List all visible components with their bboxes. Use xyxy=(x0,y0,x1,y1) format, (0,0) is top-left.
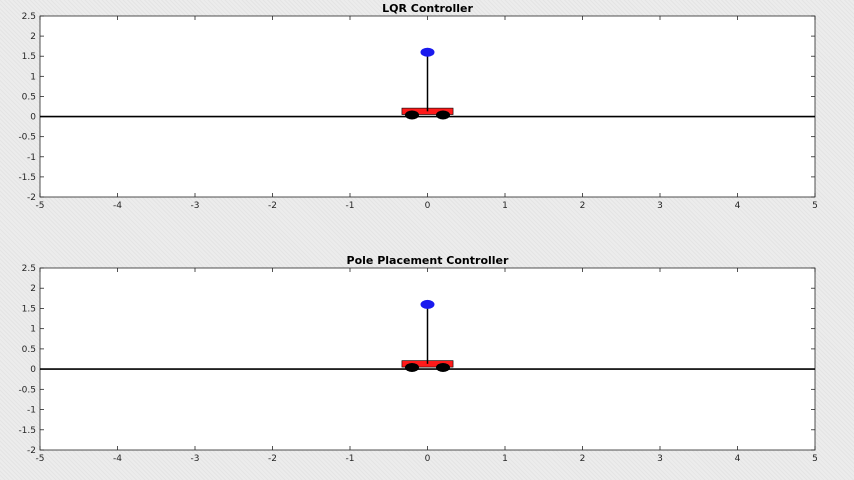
axes-2: Pole Placement Controller -5 -4 -3 -2 -1 0 1 2 3 4… xyxy=(18,254,817,464)
x-tick-label: -3 xyxy=(191,201,200,211)
x-tick-label: -3 xyxy=(191,454,200,464)
y-tick-label: 0 xyxy=(30,113,36,123)
y-tick-label: 2.5 xyxy=(22,264,36,274)
axes-1: LQR Controller -5 -4 -3 -2 -1 0 1 2 3 4 5 2.5 2 1.5 1 0.… xyxy=(18,2,817,211)
x-tick-label: 4 xyxy=(735,201,741,211)
y-tick-label: 2 xyxy=(30,32,36,42)
y-tick-label: -0.5 xyxy=(18,133,36,143)
x-tick-label: -4 xyxy=(113,454,122,464)
x-tick-label: -1 xyxy=(346,454,355,464)
cart-wheel xyxy=(405,362,419,372)
pendulum-bob xyxy=(420,299,435,309)
x-tick-label: -1 xyxy=(346,201,355,211)
y-tick-label: 2 xyxy=(30,284,36,294)
y-tick-label: 1.5 xyxy=(22,52,36,62)
x-tick-label: 0 xyxy=(425,201,431,211)
y-tick-label: 0 xyxy=(30,365,36,375)
chart-title: LQR Controller xyxy=(382,2,473,15)
pendulum-bob xyxy=(420,47,435,57)
y-tick-label: -1.5 xyxy=(18,426,36,436)
x-tick-label: 2 xyxy=(580,201,586,211)
cart-wheel xyxy=(436,362,450,372)
x-tick-label: 1 xyxy=(502,201,508,211)
y-tick-label: 0.5 xyxy=(22,345,36,355)
x-tick-label: -4 xyxy=(113,201,122,211)
y-tick-label: -1.5 xyxy=(18,173,36,183)
x-tick-label: -2 xyxy=(268,454,277,464)
x-tick-label: -5 xyxy=(36,454,45,464)
y-tick-label: 1 xyxy=(30,72,36,82)
y-tick-label: -1 xyxy=(27,406,36,416)
x-tick-label: 3 xyxy=(657,201,663,211)
y-tick-label: -0.5 xyxy=(18,385,36,395)
x-tick-label: 0 xyxy=(425,454,431,464)
y-tick-label: -2 xyxy=(27,446,36,456)
y-tick-label: 1.5 xyxy=(22,304,36,314)
y-tick-label: -1 xyxy=(27,153,36,163)
x-tick-label: 5 xyxy=(812,201,818,211)
x-tick-label: 3 xyxy=(657,454,663,464)
y-tick-label: -2 xyxy=(27,193,36,203)
y-tick-label: 2.5 xyxy=(22,12,36,22)
x-tick-label: 4 xyxy=(735,454,741,464)
x-tick-label: 1 xyxy=(502,454,508,464)
x-tick-label: -5 xyxy=(36,201,45,211)
y-tick-label: 0.5 xyxy=(22,92,36,102)
x-tick-label: 2 xyxy=(580,454,586,464)
x-tick-label: -2 xyxy=(268,201,277,211)
y-tick-label: 1 xyxy=(30,325,36,335)
chart-title: Pole Placement Controller xyxy=(347,254,509,267)
cart-wheel xyxy=(405,110,419,120)
cart-wheel xyxy=(436,110,450,120)
x-tick-label: 5 xyxy=(812,454,818,464)
